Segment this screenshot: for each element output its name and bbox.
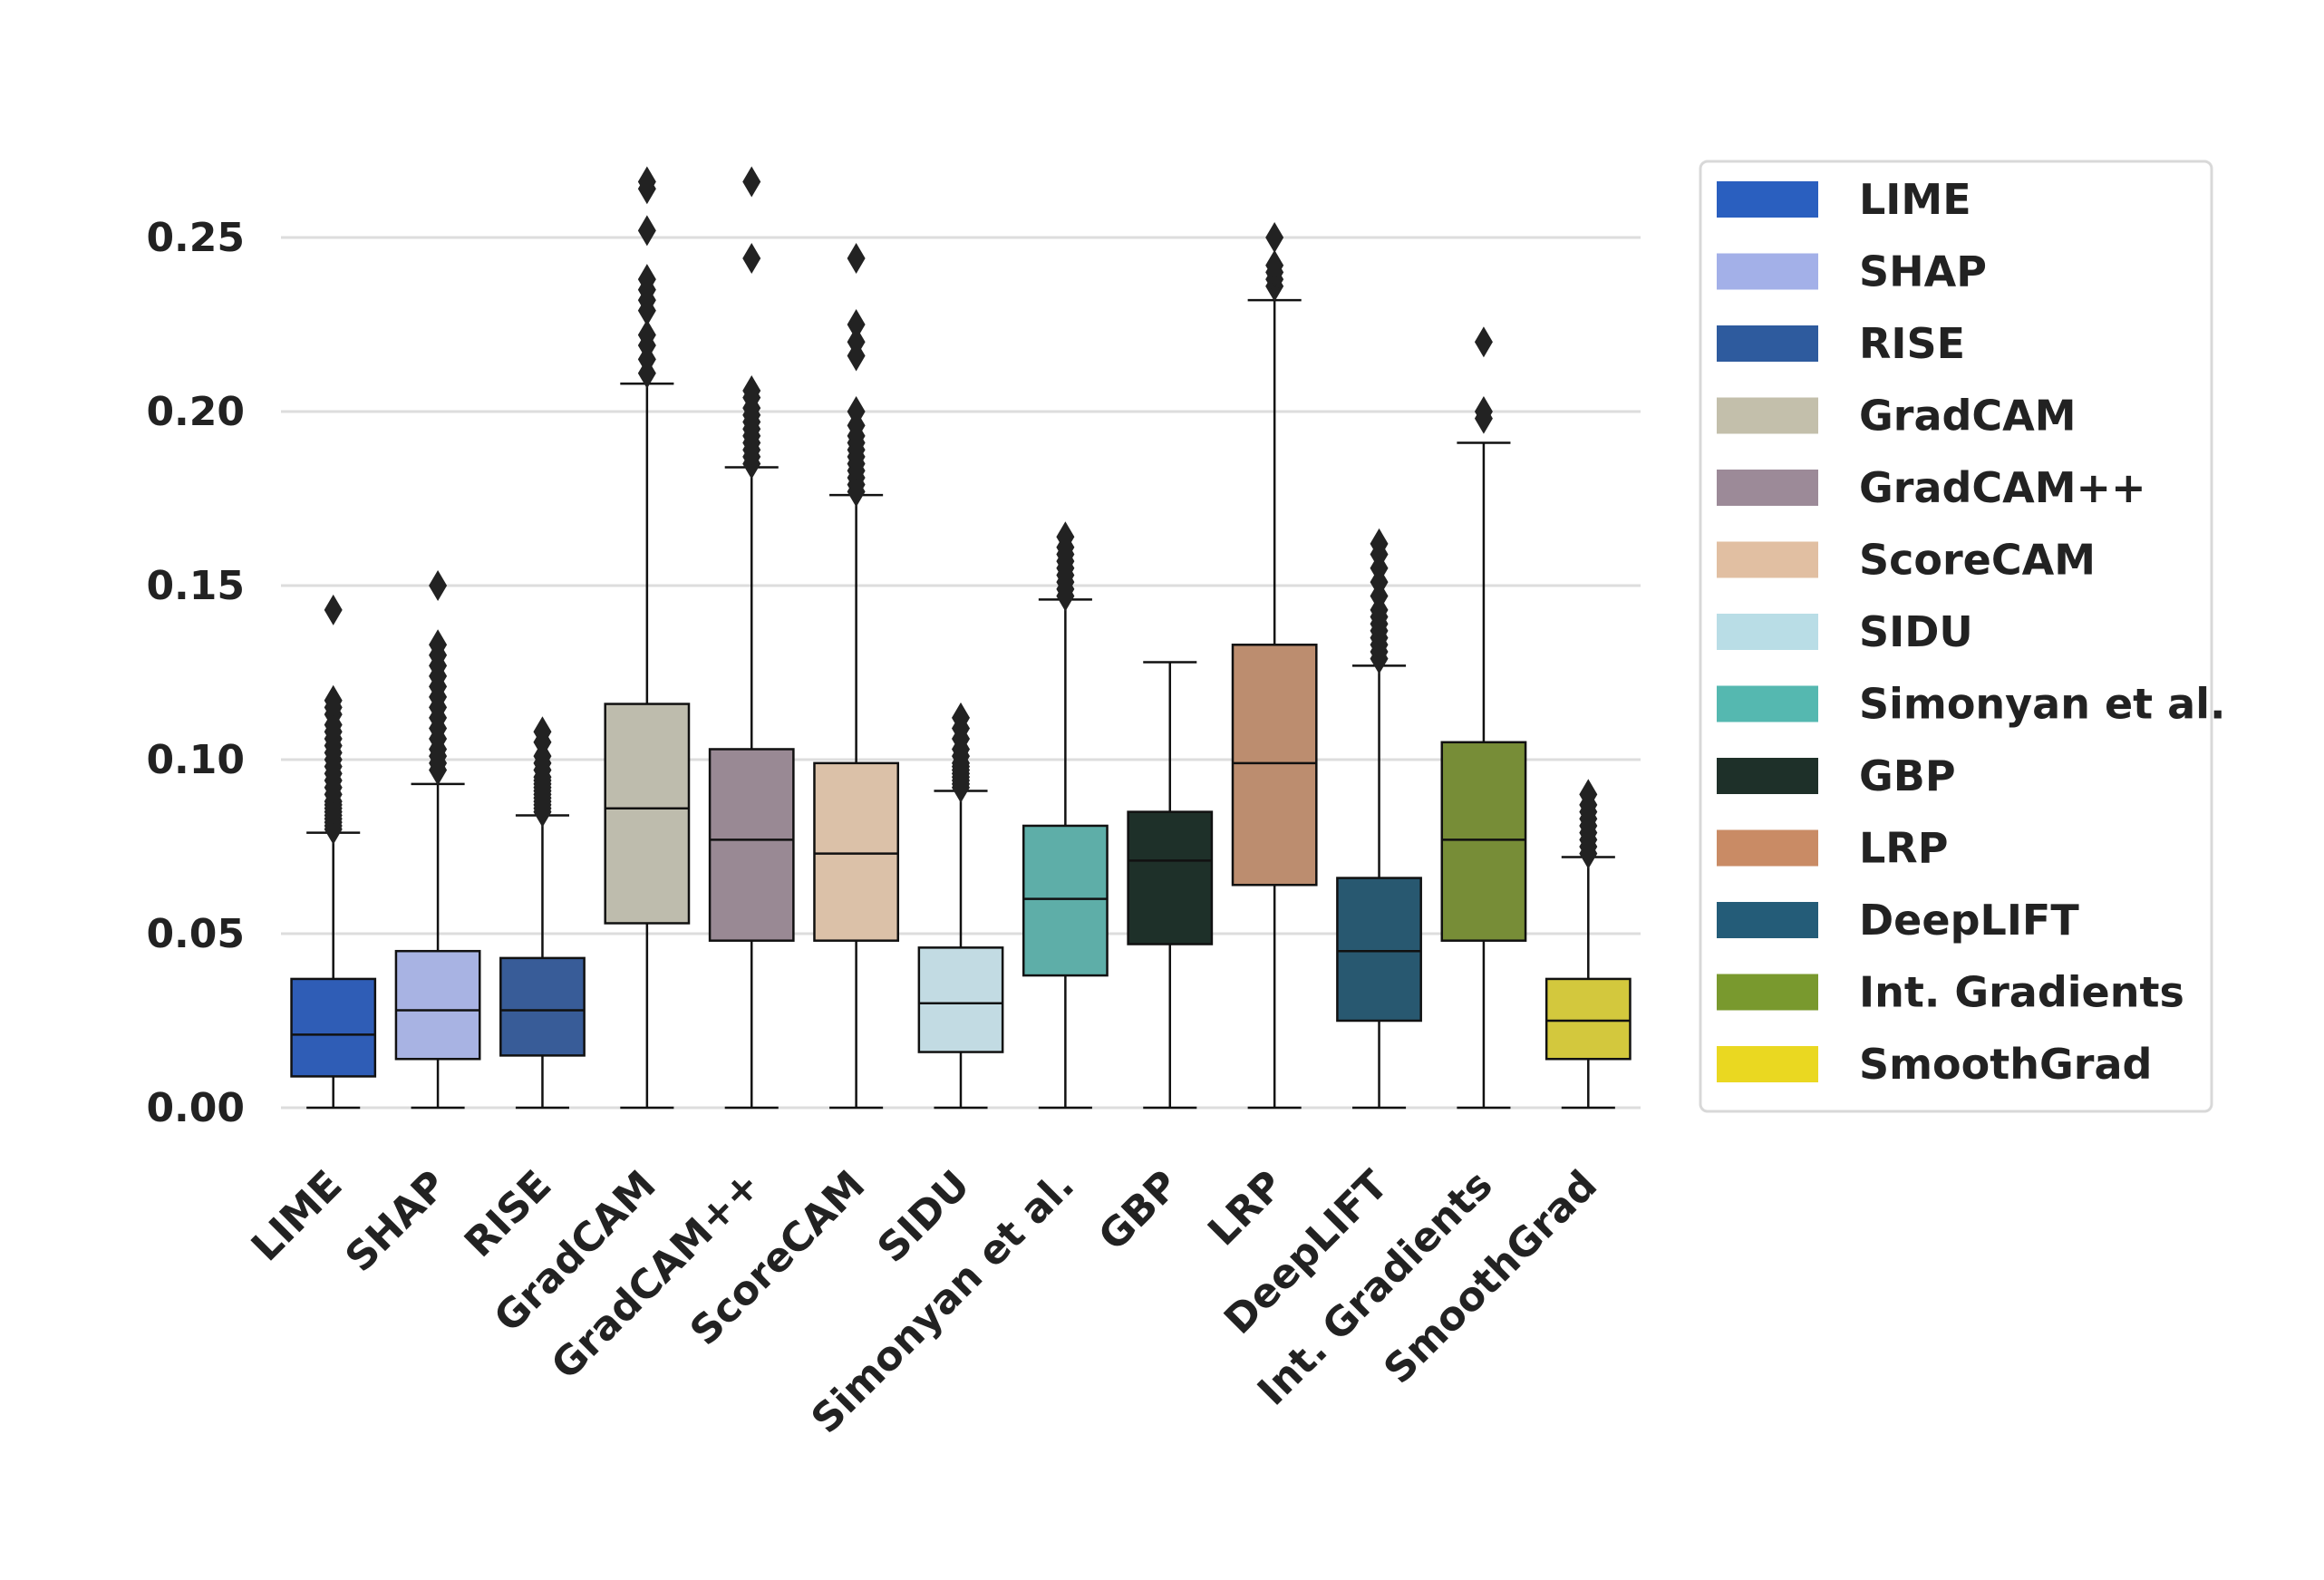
iqr-box bbox=[917, 946, 1004, 1053]
outlier-point bbox=[1474, 326, 1493, 358]
legend-label: GBP bbox=[1859, 751, 1956, 800]
iqr-box bbox=[1544, 977, 1632, 1061]
legend-label: GradCAM bbox=[1859, 392, 2077, 441]
box-simonyan-et-al- bbox=[1022, 521, 1109, 1110]
legend-label: ScoreCAM bbox=[1859, 536, 2096, 585]
iqr-box bbox=[499, 956, 586, 1057]
iqr-box bbox=[394, 949, 481, 1061]
legend-swatch bbox=[1717, 397, 1818, 434]
outlier-point bbox=[1265, 249, 1284, 281]
legend-label: SHAP bbox=[1859, 247, 1987, 296]
legend-swatch bbox=[1717, 253, 1818, 290]
legend-label: LIME bbox=[1859, 175, 1971, 224]
outlier-point bbox=[742, 243, 761, 275]
outlier-point bbox=[742, 374, 761, 406]
box-rise bbox=[499, 716, 586, 1110]
legend-swatch bbox=[1717, 974, 1818, 1011]
legend-swatch bbox=[1717, 614, 1818, 650]
box-lrp bbox=[1231, 222, 1318, 1110]
outlier-point bbox=[637, 319, 656, 351]
legend-swatch bbox=[1717, 758, 1818, 794]
iqr-box bbox=[813, 761, 900, 942]
y-tick-label: 0.10 bbox=[146, 737, 245, 783]
box-smoothgrad bbox=[1544, 779, 1632, 1110]
iqr-box bbox=[1336, 877, 1422, 1023]
outlier-point bbox=[952, 702, 970, 733]
x-tick-label: LRP bbox=[1199, 1162, 1293, 1255]
outlier-point bbox=[742, 166, 761, 198]
box-gbp bbox=[1127, 661, 1214, 1110]
legend-swatch bbox=[1717, 325, 1818, 362]
iqr-box bbox=[1440, 741, 1527, 942]
y-tick-label: 0.05 bbox=[146, 911, 245, 957]
box-deeplift bbox=[1336, 528, 1422, 1110]
y-tick-label: 0.00 bbox=[146, 1085, 245, 1131]
y-tick-label: 0.25 bbox=[146, 215, 245, 261]
box-lime bbox=[290, 594, 377, 1110]
x-tick-label: GBP bbox=[1089, 1162, 1187, 1260]
outlier-point bbox=[1370, 528, 1389, 559]
legend-swatch bbox=[1717, 902, 1818, 938]
legend-label: SmoothGrad bbox=[1859, 1040, 2152, 1089]
box-gradcam- bbox=[708, 166, 795, 1110]
legend-label: SIDU bbox=[1859, 607, 1973, 656]
iqr-box bbox=[1127, 810, 1214, 945]
iqr-box bbox=[604, 703, 691, 925]
legend-swatch bbox=[1717, 1046, 1818, 1082]
legend-swatch bbox=[1717, 829, 1818, 867]
outlier-point bbox=[1579, 779, 1598, 810]
box-shap bbox=[394, 570, 481, 1110]
legend-label: Int. Gradients bbox=[1859, 968, 2184, 1017]
box-scorecam bbox=[813, 243, 900, 1110]
legend: LIME SHAP RISE GradCAM GradCAM++ ScoreCAM SIDU… bbox=[1699, 160, 2225, 1113]
box-sidu bbox=[917, 702, 1004, 1110]
legend-swatch bbox=[1717, 181, 1818, 218]
outlier-point bbox=[847, 326, 866, 358]
outlier-point bbox=[324, 594, 343, 625]
legend-swatch bbox=[1717, 685, 1818, 722]
outlier-point bbox=[637, 166, 656, 198]
legend-label: GradCAM++ bbox=[1859, 463, 2146, 512]
y-axis: 0.00 0.05 0.10 0.15 0.20 0.25 bbox=[146, 215, 245, 1131]
y-tick-label: 0.20 bbox=[146, 389, 245, 435]
legend-label: Simonyan et al. bbox=[1859, 680, 2225, 729]
box-group bbox=[290, 166, 1632, 1110]
legend-label: RISE bbox=[1859, 319, 1965, 368]
box-int-gradients bbox=[1440, 326, 1527, 1110]
outlier-point bbox=[429, 570, 448, 601]
iqr-box bbox=[708, 748, 795, 942]
box-gradcam bbox=[604, 166, 691, 1110]
iqr-box bbox=[1022, 824, 1109, 977]
iqr-box bbox=[290, 977, 377, 1078]
legend-label: DeepLIFT bbox=[1859, 896, 2079, 945]
legend-frame bbox=[1699, 160, 2213, 1113]
x-tick-label: SHAP bbox=[336, 1162, 455, 1281]
legend-swatch bbox=[1717, 470, 1818, 506]
outlier-point bbox=[533, 716, 552, 748]
outlier-point bbox=[637, 215, 656, 247]
outlier-point bbox=[1056, 521, 1075, 553]
outlier-point bbox=[637, 264, 656, 296]
outlier-point bbox=[847, 309, 866, 340]
x-tick-label: LIME bbox=[243, 1162, 352, 1271]
y-tick-label: 0.15 bbox=[146, 563, 245, 609]
outlier-point bbox=[1474, 396, 1493, 427]
outlier-point bbox=[324, 684, 343, 716]
outlier-point bbox=[429, 629, 448, 661]
outlier-point bbox=[1265, 222, 1284, 253]
legend-swatch bbox=[1717, 541, 1818, 578]
outlier-point bbox=[847, 396, 866, 427]
outlier-point bbox=[847, 243, 866, 275]
iqr-box bbox=[1231, 644, 1318, 887]
legend-label: LRP bbox=[1859, 824, 1948, 873]
